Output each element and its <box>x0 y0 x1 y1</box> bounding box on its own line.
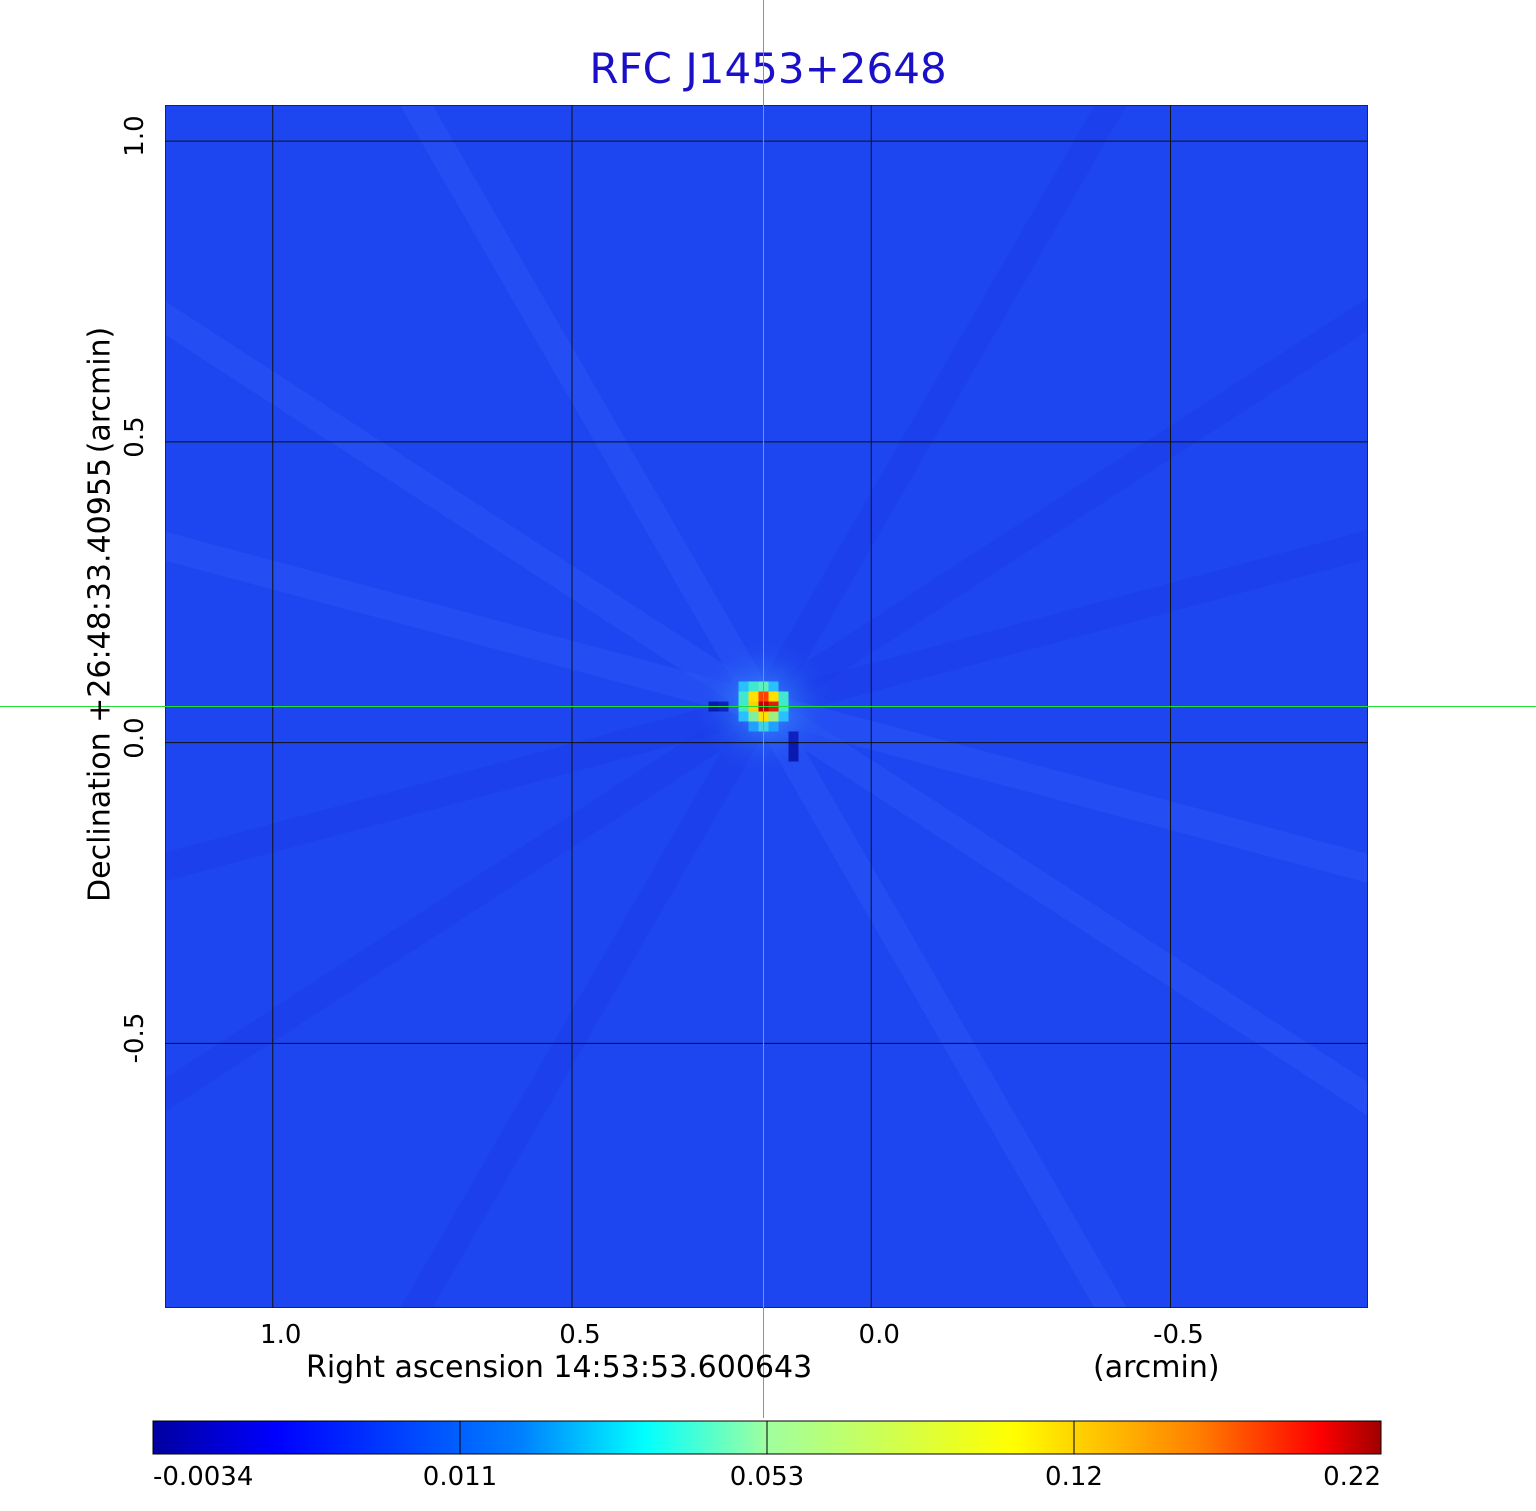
source-pixel <box>748 721 759 732</box>
crosshair[interactable] <box>0 0 1536 1418</box>
source-pixel <box>788 751 799 762</box>
y-tick-label: 0.5 <box>120 416 150 458</box>
colorbar-tick-label: 0.12 <box>1045 1462 1103 1492</box>
x-tick-label: 0.0 <box>858 1320 900 1350</box>
x-tick-label: 0.5 <box>559 1320 601 1350</box>
colorbar-tick-label: 0.053 <box>729 1462 805 1492</box>
colorbar-tick-label: 0.011 <box>422 1462 498 1492</box>
colorbar-tick-label: -0.0034 <box>153 1462 254 1492</box>
x-tick-label: 1.0 <box>260 1320 302 1350</box>
source-pixel <box>778 711 789 722</box>
source-pixel <box>778 691 789 702</box>
source-pixel <box>748 691 759 702</box>
y-tick-label: -0.5 <box>120 1012 150 1064</box>
colorbar <box>152 1420 1382 1455</box>
chart-title: RFC J1453+2648 <box>589 44 947 93</box>
y-tick-label: 1.0 <box>120 115 150 157</box>
colorbar-tick-label: 0.22 <box>1323 1462 1381 1492</box>
source-pixel <box>768 711 779 722</box>
source-pixel <box>738 711 749 722</box>
source-pixel <box>738 681 749 692</box>
y-axis-unit: (arcmin) <box>82 326 118 454</box>
x-tick-label: -0.5 <box>1153 1320 1204 1350</box>
source-pixel <box>768 691 779 702</box>
y-tick-label: 0.0 <box>120 716 150 759</box>
source-pixel <box>788 741 799 752</box>
x-axis-unit: (arcmin) <box>1093 1350 1220 1385</box>
source-pixel <box>748 681 759 692</box>
source-pixel <box>748 711 759 722</box>
source-pixel <box>788 731 799 742</box>
source-pixel <box>738 691 749 702</box>
x-axis-label: Right ascension 14:53:53.600643 <box>306 1350 813 1385</box>
source-pixel <box>768 681 779 692</box>
source-pixel <box>768 721 779 732</box>
